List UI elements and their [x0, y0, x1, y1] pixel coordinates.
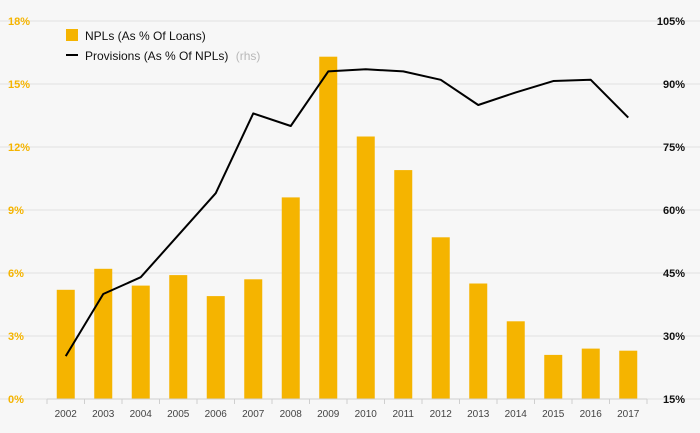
x-tick-label-2013: 2013: [467, 409, 490, 420]
y-right-tick-label-2: 45%: [663, 268, 685, 280]
bar-2014: [506, 321, 525, 399]
bar-2013: [469, 283, 488, 399]
bar-2016: [581, 348, 600, 399]
x-tick-label-2003: 2003: [92, 409, 115, 420]
bar-2012: [431, 237, 450, 399]
y-right-tick-label-4: 75%: [663, 142, 685, 154]
x-tick-label-2007: 2007: [242, 409, 265, 420]
bars-layer: [56, 56, 638, 399]
y-right-tick-label-5: 90%: [663, 79, 685, 91]
x-tick-label-2017: 2017: [617, 409, 640, 420]
bar-2005: [169, 275, 188, 399]
bar-2004: [131, 285, 150, 399]
legend-swatch-npls: [66, 29, 78, 41]
x-tick-label-2011: 2011: [392, 409, 414, 420]
axis-layer: 0% 15% 3% 30% 6% 45% 9% 60% 12% 75% 15% 90% 18% 105% 2…: [8, 16, 685, 420]
bar-2002: [56, 289, 75, 399]
x-tick-label-2010: 2010: [355, 409, 378, 420]
y-right-tick-label-3: 60%: [663, 205, 685, 217]
y-right-tick-label-6: 105%: [657, 16, 685, 28]
x-tick-label-2002: 2002: [55, 409, 78, 420]
y-right-tick-label-1: 30%: [663, 331, 685, 343]
y-left-tick-label-3: 9%: [8, 205, 24, 217]
y-left-tick-label-6: 18%: [8, 16, 30, 28]
bar-2009: [319, 56, 338, 399]
legend-provisions-text: Provisions (As % Of NPLs): [85, 49, 228, 63]
x-tick-label-2015: 2015: [542, 409, 565, 420]
legend-label-npls: NPLs (As % Of Loans): [85, 29, 206, 43]
bar-2006: [206, 296, 225, 399]
y-left-tick-label-2: 6%: [8, 268, 24, 280]
provisions-line: [64, 68, 629, 357]
x-tick-label-2008: 2008: [280, 409, 303, 420]
bar-2008: [281, 197, 300, 399]
bar-2011: [394, 170, 413, 399]
legend-label-provisions: Provisions (As % Of NPLs) (rhs): [85, 49, 260, 63]
x-tick-label-2016: 2016: [580, 409, 603, 420]
y-left-tick-label-1: 3%: [8, 331, 24, 343]
legend: NPLs (As % Of Loans) Provisions (As % Of…: [66, 29, 260, 63]
bar-2003: [94, 268, 113, 399]
x-tick-label-2004: 2004: [130, 409, 153, 420]
grid-layer: [0, 20, 700, 400]
bar-2010: [356, 136, 375, 399]
bar-2017: [619, 350, 638, 399]
y-left-tick-label-0: 0%: [8, 394, 24, 406]
x-tick-label-2012: 2012: [430, 409, 453, 420]
y-right-tick-label-0: 15%: [663, 394, 685, 406]
x-tick-label-2005: 2005: [167, 409, 190, 420]
line-layer: [64, 68, 629, 357]
legend-rhs-note: (rhs): [236, 49, 261, 63]
bar-2007: [244, 279, 263, 399]
x-tick-label-2006: 2006: [205, 409, 228, 420]
bar-2015: [544, 354, 563, 399]
x-tick-label-2014: 2014: [505, 409, 528, 420]
y-left-tick-label-4: 12%: [8, 142, 30, 154]
x-tick-label-2009: 2009: [317, 409, 340, 420]
y-left-tick-label-5: 15%: [8, 79, 30, 91]
